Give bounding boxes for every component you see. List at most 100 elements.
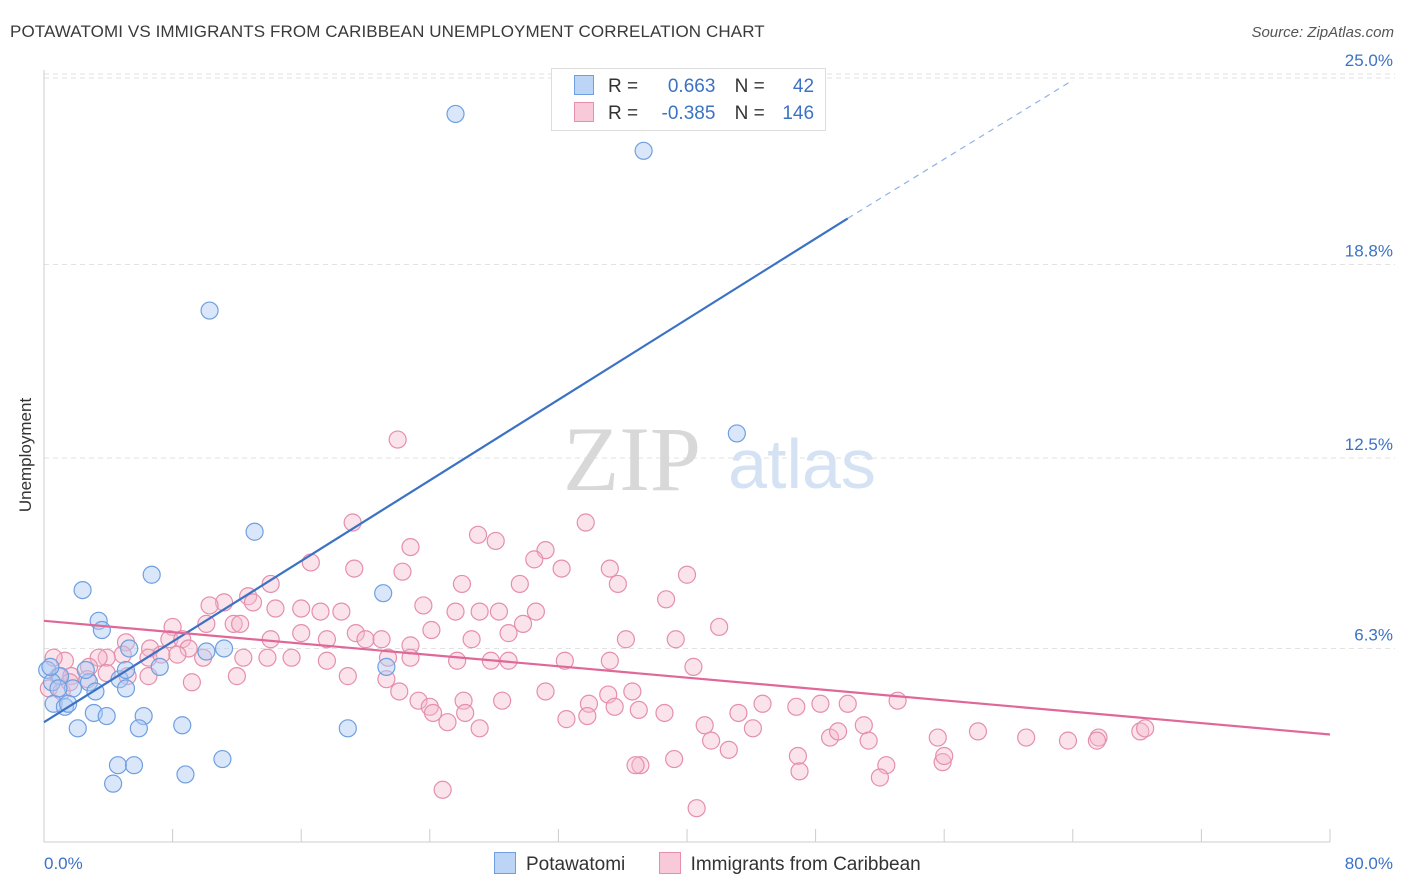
point-caribbean (629, 700, 648, 720)
point-potawatomi (41, 657, 60, 676)
point-caribbean (552, 559, 571, 578)
point-caribbean (356, 630, 375, 649)
point-caribbean (422, 620, 441, 640)
point-caribbean (838, 694, 857, 713)
point-caribbean (224, 614, 243, 633)
point-caribbean (710, 617, 729, 637)
point-caribbean (401, 537, 420, 557)
point-caribbean (346, 624, 365, 643)
point-potawatomi (338, 719, 357, 738)
point-potawatomi (92, 620, 111, 640)
point-caribbean (423, 703, 443, 723)
point-caribbean (665, 749, 684, 769)
point-caribbean (859, 731, 878, 750)
point-caribbean (526, 602, 545, 621)
grid-lines (44, 73, 1395, 649)
y-tick-label: 18.8% (1345, 241, 1393, 260)
point-caribbean (935, 746, 954, 766)
point-caribbean (438, 713, 457, 732)
point-caribbean (525, 550, 544, 569)
point-caribbean (854, 716, 873, 735)
point-caribbean (616, 630, 636, 649)
stats-legend: R = 0.663 N = 42 R = -0.385 N = 146 (551, 68, 826, 131)
point-caribbean (197, 614, 216, 633)
point-caribbean (655, 703, 674, 723)
series-legend: Potawatomi Immigrants from Caribbean (494, 852, 949, 876)
x-tick-label: 80.0% (1345, 854, 1393, 873)
point-caribbean (968, 722, 988, 741)
point-caribbean (829, 722, 848, 741)
point-caribbean (513, 614, 533, 633)
point-caribbean (486, 531, 505, 551)
point-caribbean (89, 648, 108, 667)
series-legend-caribbean[interactable]: Immigrants from Caribbean (658, 852, 921, 876)
series-label-potawatomi: Potawatomi (526, 854, 626, 875)
chart-title: POTAWATOMI VS IMMIGRANTS FROM CARIBBEAN … (10, 22, 765, 41)
point-caribbean (378, 648, 398, 667)
point-potawatomi (59, 694, 78, 713)
point-caribbean (695, 716, 714, 735)
legend-n-value: 42 (792, 76, 815, 97)
point-caribbean (227, 667, 246, 686)
point-caribbean (608, 574, 627, 594)
point-caribbean (311, 602, 330, 621)
series-legend-potawatomi[interactable]: Potawatomi (494, 852, 625, 876)
point-caribbean (687, 799, 706, 818)
point-caribbean (390, 682, 409, 701)
point-caribbean (452, 574, 472, 594)
watermark-atlas: atlas (728, 425, 876, 503)
point-caribbean (388, 430, 407, 449)
point-caribbean (811, 694, 830, 713)
y-axis-label: Unemployment (16, 397, 35, 513)
point-potawatomi (446, 104, 465, 124)
point-potawatomi (124, 756, 144, 775)
point-caribbean (200, 596, 219, 615)
point-caribbean (446, 602, 465, 621)
point-caribbean (168, 645, 187, 664)
point-caribbean (536, 682, 555, 701)
point-potawatomi (176, 765, 195, 784)
point-caribbean (702, 731, 721, 750)
point-caribbean (743, 719, 763, 738)
point-caribbean (666, 630, 685, 649)
point-potawatomi (374, 584, 393, 603)
point-caribbean (470, 602, 489, 621)
trend-line-caribbean (43, 619, 1331, 736)
scatter-points (38, 104, 1155, 818)
point-potawatomi (245, 522, 264, 541)
point-caribbean (928, 728, 947, 747)
point-caribbean (719, 740, 738, 759)
point-caribbean (1136, 719, 1155, 738)
point-potawatomi (129, 719, 148, 738)
legend-r-value: -0.385 (661, 103, 716, 124)
point-caribbean (345, 559, 364, 578)
legend-n-label: N = (734, 76, 765, 97)
point-caribbean (258, 648, 277, 667)
point-caribbean (261, 574, 280, 594)
point-caribbean (414, 596, 433, 615)
point-potawatomi (142, 565, 161, 584)
y-tick-label: 12.5% (1345, 435, 1393, 454)
point-potawatomi (200, 301, 219, 320)
point-potawatomi (173, 716, 192, 735)
trend-lines (43, 79, 1331, 736)
point-caribbean (787, 697, 806, 716)
point-caribbean (317, 651, 337, 670)
point-caribbean (266, 599, 285, 618)
point-caribbean (600, 651, 619, 670)
point-caribbean (557, 710, 576, 729)
watermark-zip: ZIP (563, 408, 701, 510)
point-potawatomi (120, 639, 139, 658)
point-caribbean (393, 562, 412, 581)
point-potawatomi (73, 580, 92, 600)
point-caribbean (493, 691, 512, 710)
point-caribbean (499, 624, 518, 643)
point-potawatomi (197, 642, 216, 661)
legend-row-potawatomi: R = 0.663 N = 42 (574, 75, 814, 99)
point-potawatomi (49, 679, 68, 698)
legend-r-label: R = (608, 103, 639, 124)
point-potawatomi (150, 657, 169, 676)
point-caribbean (489, 602, 509, 621)
y-axis-label-wrap: Unemployment (16, 341, 36, 512)
point-caribbean (282, 648, 301, 667)
